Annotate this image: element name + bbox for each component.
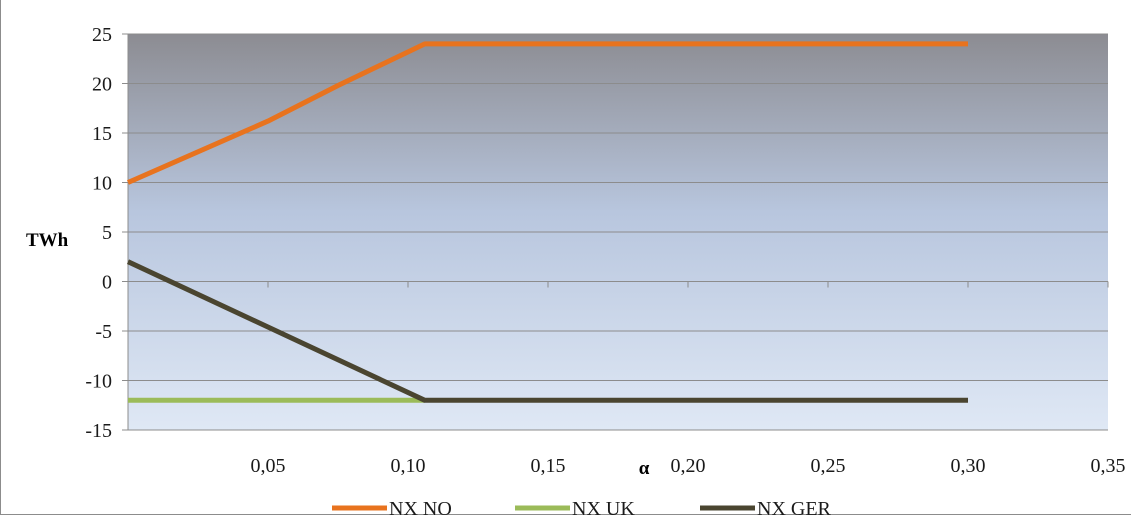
legend-item-nx-uk: NX UK — [515, 498, 635, 517]
x-tick-label: 0,25 — [811, 455, 846, 477]
x-tick-label: 0,05 — [251, 455, 286, 477]
y-tick-label: 15 — [92, 123, 112, 145]
legend-item-nx-no: NX NO — [332, 498, 452, 517]
x-tick-label: 0,20 — [671, 455, 706, 477]
y-axis-label: TWh — [26, 230, 69, 251]
x-axis-label: α — [639, 458, 650, 479]
tick-labels: 25 20 15 10 5 0 -5 -10 -15 0,05 0,10 0,15 0,20 0,25 0,… — [85, 24, 1125, 477]
y-tick-label: -15 — [85, 420, 112, 442]
series-line-nx-no — [126, 41, 968, 185]
x-tick-label: 0,10 — [391, 455, 426, 477]
series-line-nx-ger — [126, 259, 968, 403]
legend-item-nx-ger: NX GER — [700, 498, 832, 517]
legend: NX NO NX UK NX GER — [332, 498, 832, 517]
gridlines — [128, 33, 1108, 431]
legend-label: NX NO — [389, 498, 452, 517]
y-tick-label: 20 — [92, 74, 112, 96]
x-tick-label: 0,15 — [531, 455, 566, 477]
x-tick-label: 0,35 — [1091, 455, 1126, 477]
y-tick-label: -5 — [95, 321, 112, 343]
axes — [122, 33, 1109, 431]
y-tick-label: 25 — [92, 24, 112, 46]
series-lines — [126, 41, 968, 403]
x-tick-label: 0,30 — [951, 455, 986, 477]
y-tick-label: 0 — [102, 272, 112, 294]
y-tick-label: 5 — [102, 222, 112, 244]
legend-label: NX GER — [757, 498, 832, 517]
y-tick-label: -10 — [85, 371, 112, 393]
y-tick-label: 10 — [92, 173, 112, 195]
legend-label: NX UK — [572, 498, 635, 517]
